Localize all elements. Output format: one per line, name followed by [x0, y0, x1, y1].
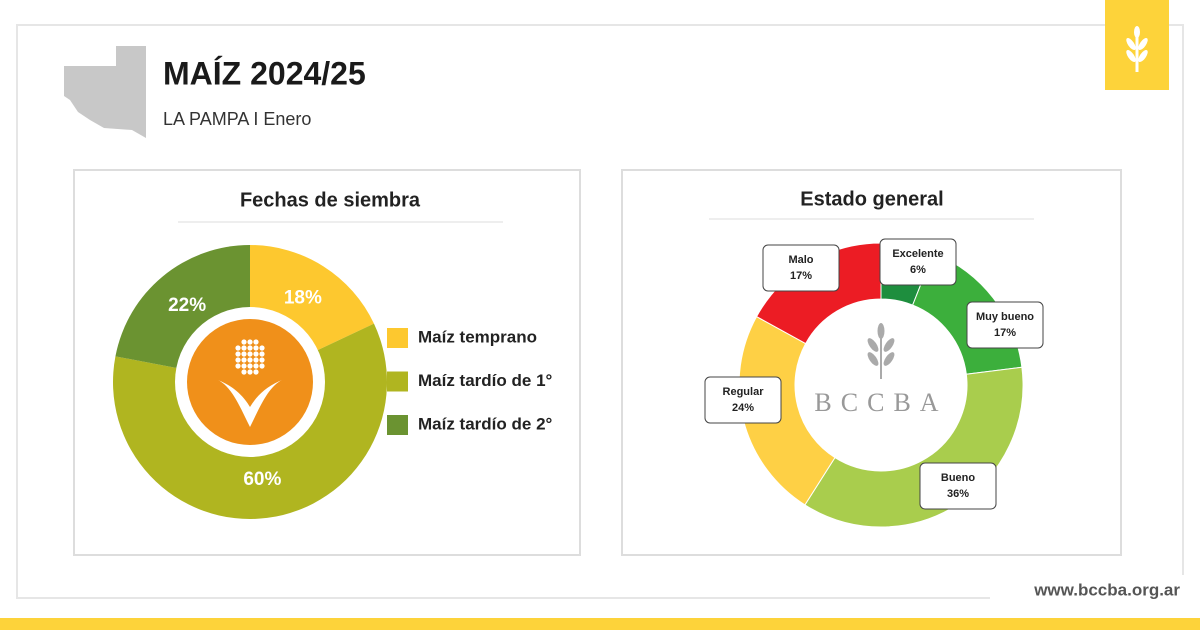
watermark-icon [867, 323, 895, 379]
corn-kernel [247, 351, 253, 357]
callout-box [704, 376, 782, 424]
corn-kernel [253, 351, 259, 357]
watermark: BCCBA [814, 388, 947, 417]
corn-kernel [253, 357, 259, 363]
corn-kernel [235, 363, 241, 369]
grain [883, 352, 895, 366]
title: MAÍZ 2024/25 [163, 55, 366, 91]
corn-kernel [259, 345, 265, 351]
corn-kernel [253, 369, 259, 375]
corn-kernel [253, 345, 259, 351]
chart-title: Estado general [800, 188, 943, 210]
corn-kernel [247, 369, 253, 375]
data-label: 17% [994, 327, 1016, 339]
legend-swatch [387, 328, 408, 348]
callout-label: Regular [723, 386, 765, 398]
corn-kernel [241, 345, 247, 351]
wheat-icon [1126, 26, 1148, 72]
corn-kernel [247, 345, 253, 351]
data-label: 22% [168, 295, 206, 316]
data-label: 18% [284, 288, 322, 309]
bottom-bar [0, 618, 1200, 630]
footer-url: www.bccba.org.ar [1033, 580, 1180, 599]
callout-label: Muy bueno [976, 311, 1034, 323]
grain [877, 323, 885, 339]
grain [867, 338, 879, 352]
callout-box [919, 462, 997, 510]
legend-swatch [387, 371, 408, 392]
callout-label: Excelente [892, 248, 943, 260]
data-label: 36% [947, 488, 969, 500]
chart-title: Fechas de siembra [240, 189, 421, 211]
donut-slice [738, 315, 836, 506]
stem [880, 327, 882, 379]
grain [867, 352, 879, 366]
corn-kernel [259, 357, 265, 363]
corn-kernel [241, 369, 247, 375]
corn-kernel [235, 351, 241, 357]
corn-kernel [235, 357, 241, 363]
data-label: 6% [910, 264, 926, 276]
legend-label: Maíz tardío de 2° [418, 414, 553, 433]
province-map [64, 46, 146, 138]
corn-kernel [235, 345, 241, 351]
footer-bg [990, 575, 1200, 611]
corn-kernel [247, 339, 253, 345]
legend-label: Maíz tardío de 1° [418, 371, 553, 390]
subtitle: LA PAMPA I Enero [163, 109, 311, 129]
callout-box [879, 238, 957, 286]
data-label: 24% [732, 402, 754, 414]
corn-kernel [241, 357, 247, 363]
corn-husk [218, 380, 282, 427]
data-label: 17% [790, 270, 812, 282]
corn-kernel [241, 351, 247, 357]
corn-kernel [253, 339, 259, 345]
callout-label: Bueno [941, 472, 976, 484]
corn-kernel [241, 339, 247, 345]
center-disc [187, 319, 313, 445]
corn-kernel [259, 351, 265, 357]
corn-kernel [259, 363, 265, 369]
callout-label: Malo [788, 254, 813, 266]
data-label: 60% [243, 469, 281, 490]
corn-kernel [241, 363, 247, 369]
grain [883, 338, 895, 352]
legend-swatch [387, 415, 408, 435]
corn-kernel [247, 363, 253, 369]
callout-box [966, 301, 1044, 349]
callout-box [762, 244, 840, 292]
corn-kernel [253, 363, 259, 369]
corn-kernel [247, 357, 253, 363]
legend-label: Maíz temprano [418, 327, 537, 346]
